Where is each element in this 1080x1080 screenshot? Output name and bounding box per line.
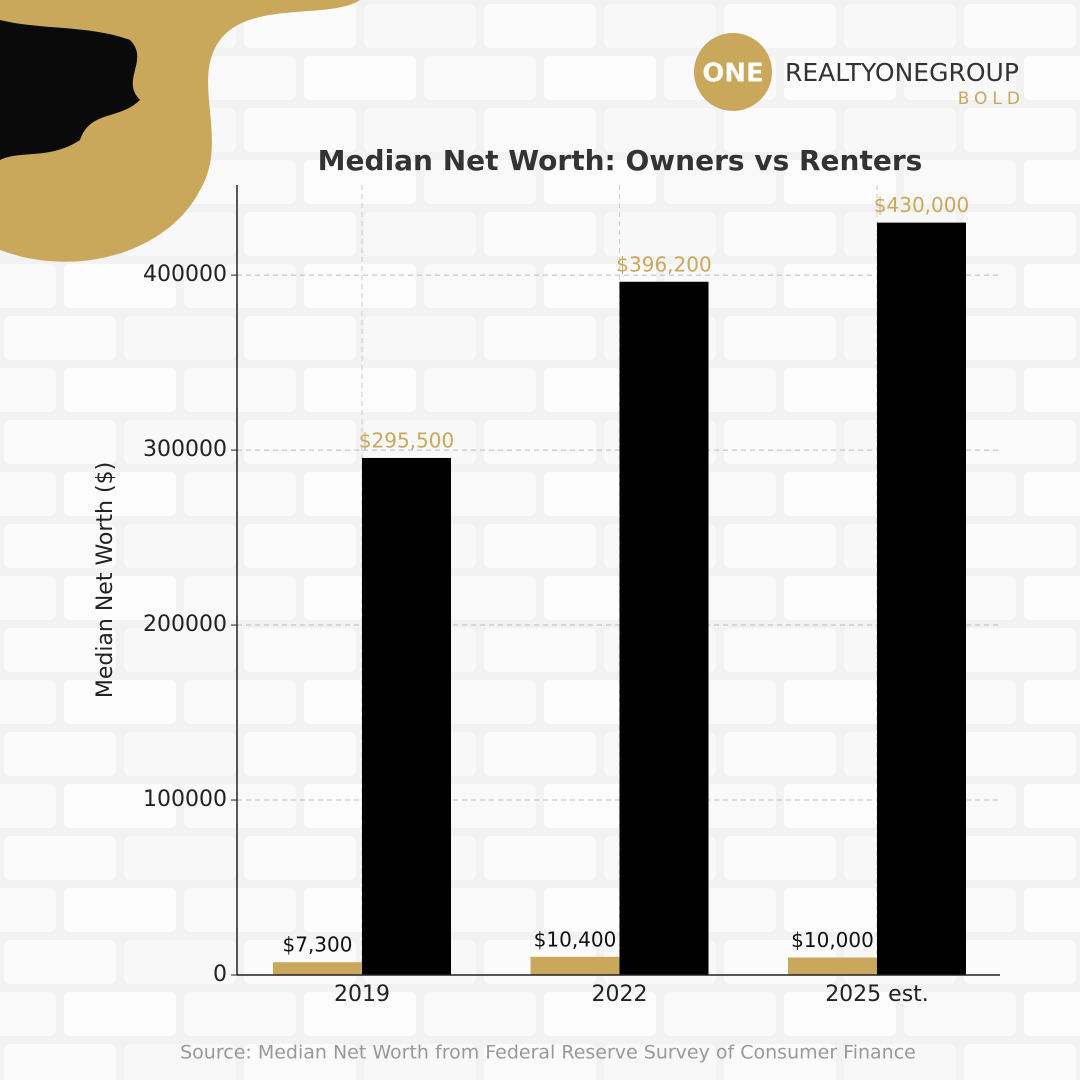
y-tick-label: 100000 xyxy=(143,787,227,812)
black-splash xyxy=(0,20,140,160)
logo-name: REALTYONEGROUP xyxy=(785,58,1019,87)
value-label: $295,500 xyxy=(359,428,454,452)
x-tick-label: 2022 xyxy=(592,982,648,1007)
value-label: $7,300 xyxy=(283,933,353,957)
y-axis-label: Median Net Worth ($) xyxy=(93,462,118,698)
y-tick-label: 0 xyxy=(213,962,227,987)
source-note: Source: Median Net Worth from Federal Re… xyxy=(180,1042,916,1064)
bar xyxy=(788,957,877,975)
bar xyxy=(877,222,966,976)
bar xyxy=(619,281,709,975)
value-label: $396,200 xyxy=(616,252,711,276)
value-label: $10,000 xyxy=(791,928,874,952)
bar xyxy=(530,956,620,975)
logo-tagline: BOLD xyxy=(958,89,1025,109)
chart-title: Median Net Worth: Owners vs Renters xyxy=(318,144,923,177)
y-tick-label: 400000 xyxy=(143,262,227,287)
x-tick-label: 2025 est. xyxy=(825,982,929,1007)
y-tick-label: 200000 xyxy=(143,612,227,637)
bar xyxy=(362,457,451,976)
value-label: $430,000 xyxy=(874,193,969,217)
logo-circle xyxy=(694,33,772,111)
value-label: $10,400 xyxy=(534,927,617,951)
y-tick-label: 300000 xyxy=(143,437,227,462)
x-tick-label: 2019 xyxy=(334,982,390,1007)
bar xyxy=(273,962,362,975)
logo-mark: ONE xyxy=(702,59,764,89)
